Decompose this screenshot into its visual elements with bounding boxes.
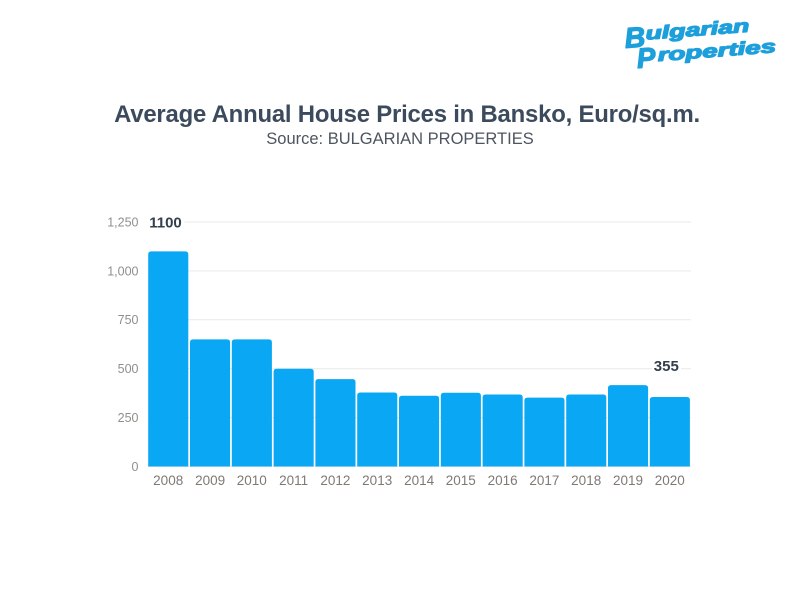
svg-text:2009: 2009: [195, 473, 225, 488]
svg-text:1100: 1100: [149, 215, 182, 232]
svg-text:2016: 2016: [488, 473, 518, 488]
svg-text:2017: 2017: [529, 473, 559, 488]
svg-text:2018: 2018: [571, 473, 601, 488]
svg-text:1,000: 1,000: [107, 264, 138, 278]
svg-text:2012: 2012: [320, 473, 350, 488]
svg-text:ulgarian: ulgarian: [645, 16, 750, 44]
svg-text:355: 355: [654, 358, 679, 375]
svg-text:2008: 2008: [153, 473, 183, 488]
svg-text:B: B: [623, 22, 646, 55]
svg-text:2011: 2011: [279, 473, 308, 488]
svg-text:500: 500: [118, 362, 139, 376]
svg-text:1,250: 1,250: [107, 215, 138, 229]
svg-text:2013: 2013: [362, 473, 392, 488]
svg-text:2014: 2014: [404, 473, 435, 488]
svg-text:0: 0: [132, 460, 139, 474]
svg-text:2010: 2010: [237, 473, 267, 488]
svg-text:P: P: [636, 42, 657, 74]
svg-text:2020: 2020: [655, 473, 685, 488]
svg-text:2019: 2019: [613, 473, 643, 488]
svg-text:2015: 2015: [446, 473, 476, 488]
svg-text:750: 750: [118, 313, 139, 327]
svg-text:250: 250: [118, 411, 139, 425]
